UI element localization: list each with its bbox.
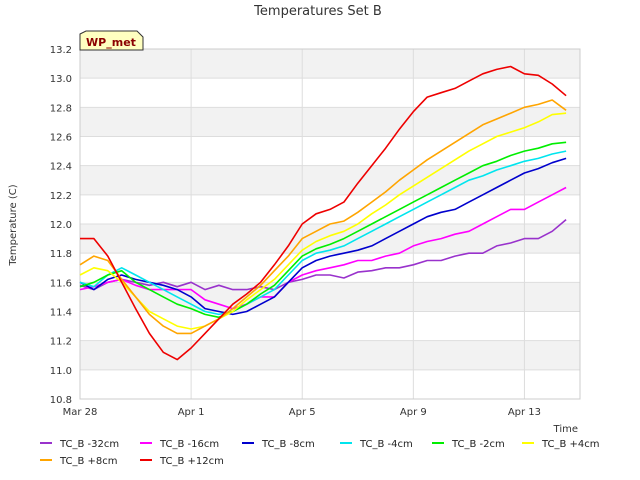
y-axis-label: Temperature (C)	[8, 184, 19, 266]
y-tick-label: 10.8	[50, 395, 72, 406]
x-tick-label: Apr 13	[508, 407, 541, 418]
legend-label: TC_B -32cm	[59, 439, 119, 450]
x-tick-label: Apr 1	[178, 407, 205, 418]
series-line-0	[79, 218, 567, 291]
legend-label: TC_B -8cm	[261, 439, 315, 450]
x-axis-ticks: Mar 28 Apr 1 Apr 5 Apr 9 Apr 13	[63, 407, 541, 418]
x-tick-label: Apr 5	[289, 407, 316, 418]
plot-band	[80, 340, 580, 370]
y-tick-label: 11.2	[50, 337, 72, 348]
legend-label: TC_B -2cm	[451, 439, 505, 450]
station-badge: WP_met	[79, 30, 144, 51]
plot-band	[80, 107, 580, 137]
legend-label: TC_B -16cm	[159, 439, 219, 450]
legend-label: TC_B +8cm	[59, 456, 118, 467]
y-tick-label: 13.0	[50, 74, 72, 85]
plot-band	[80, 282, 580, 312]
y-tick-label: 11.8	[50, 249, 72, 260]
series-line-6	[79, 99, 567, 335]
x-tick-label: Apr 9	[400, 407, 427, 418]
legend-label: TC_B +12cm	[159, 456, 224, 467]
series-line-7	[80, 65, 567, 361]
y-tick-label: 12.8	[50, 103, 72, 114]
series-line-3	[79, 150, 567, 316]
series-lines	[79, 65, 567, 361]
y-tick-label: 11.4	[50, 308, 72, 319]
plot-band	[80, 224, 580, 254]
legend-label: TC_B +4cm	[541, 439, 600, 450]
y-tick-label: 11.0	[50, 366, 72, 377]
plot-band	[80, 49, 580, 79]
plot-frame	[79, 48, 581, 400]
y-axis-ticks: 10.8 11.0 11.2 11.4 11.6 11.8 12.0 12.2 12.4 12.6…	[50, 45, 72, 406]
series-line-2	[79, 157, 567, 316]
x-axis-label: Time	[553, 424, 578, 435]
series-line-4	[79, 141, 567, 319]
y-tick-label: 12.2	[50, 191, 72, 202]
series-line-1	[79, 186, 567, 310]
y-tick-label: 12.6	[50, 133, 72, 144]
legend-label: TC_B -4cm	[359, 439, 413, 450]
series-line-5	[79, 112, 567, 330]
x-tick-label: Mar 28	[63, 407, 98, 418]
y-tick-label: 11.6	[50, 278, 72, 289]
y-tick-label: 12.4	[50, 162, 72, 173]
plot-band	[80, 165, 580, 195]
chart-title: Temperatures Set B	[253, 4, 382, 19]
legend: TC_B -32cm TC_B -16cm TC_B -8cm TC_B -4cm TC…	[40, 439, 600, 467]
y-tick-label: 12.0	[50, 220, 72, 231]
station-badge-label: WP_met	[86, 36, 136, 49]
station-badge-box	[79, 30, 144, 51]
y-tick-label: 13.2	[50, 45, 72, 56]
